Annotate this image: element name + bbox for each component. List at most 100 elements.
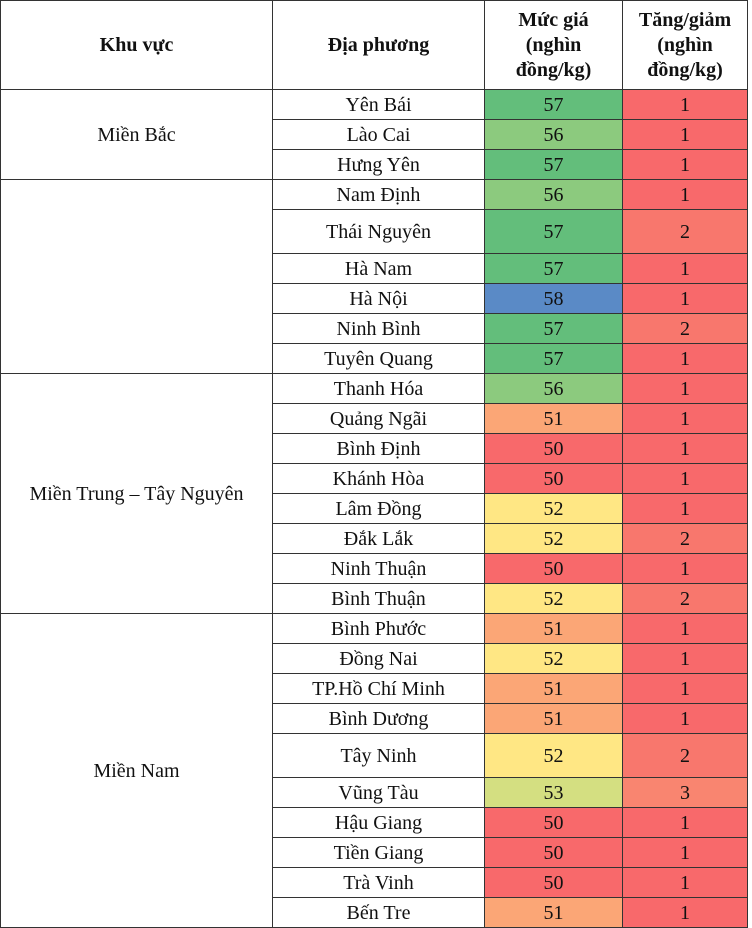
table-row: Đắk Lắk 52 2 [1, 523, 748, 554]
province-cell: Bình Phước [272, 613, 485, 644]
price-cell: 51 [484, 703, 623, 734]
header-cell: Tăng/giảm (nghìn đồng/kg) [622, 0, 748, 90]
province-cell: Nam Định [272, 179, 485, 210]
province-cell: Quảng Ngãi [272, 403, 485, 434]
change-cell: 1 [622, 343, 748, 374]
change-cell: 1 [622, 643, 748, 674]
price-cell: 57 [484, 343, 623, 374]
change-cell: 1 [622, 119, 748, 150]
province-cell: Vũng Tàu [272, 777, 485, 808]
province-cell: Bến Tre [272, 897, 485, 928]
price-cell: 50 [484, 837, 623, 868]
table-row: Vũng Tàu 53 3 [1, 777, 748, 808]
province-cell: Tuyên Quang [272, 343, 485, 374]
price-cell: 57 [484, 149, 623, 180]
province-cell: Hưng Yên [272, 149, 485, 180]
province-cell: Lâm Đồng [272, 493, 485, 524]
table-row: Tuyên Quang 57 1 [1, 343, 748, 374]
change-cell: 1 [622, 807, 748, 838]
province-cell: Thanh Hóa [272, 373, 485, 404]
header-cell: Khu vực [0, 0, 273, 90]
change-cell: 1 [622, 613, 748, 644]
header-cell: Địa phương [272, 0, 485, 90]
price-cell: 52 [484, 643, 623, 674]
price-cell: 52 [484, 523, 623, 554]
price-cell: 51 [484, 897, 623, 928]
price-cell: 56 [484, 179, 623, 210]
change-cell: 2 [622, 733, 748, 778]
table-row: Tiền Giang 50 1 [1, 837, 748, 868]
change-cell: 1 [622, 433, 748, 464]
change-cell: 3 [622, 777, 748, 808]
table-row: Hà Nội 58 1 [1, 283, 748, 314]
region-cell [0, 179, 273, 374]
province-cell: Tây Ninh [272, 733, 485, 778]
table-row: Lào Cai 56 1 [1, 119, 748, 150]
change-cell: 1 [622, 493, 748, 524]
table-row: Hưng Yên 57 1 [1, 149, 748, 180]
region-cell: Miền Trung – Tây Nguyên [0, 373, 273, 614]
province-cell: Bình Định [272, 433, 485, 464]
price-cell: 50 [484, 807, 623, 838]
price-cell: 51 [484, 613, 623, 644]
table-body: Miền Bắc Yên Bái 57 1 Lào Cai 56 1 Hưng Yên 57 1 N… [0, 89, 748, 928]
table-row: Lâm Đồng 52 1 [1, 493, 748, 524]
province-cell: Đắk Lắk [272, 523, 485, 554]
header-cell: Mức giá (nghìn đồng/kg) [484, 0, 623, 90]
region-cell: Miền Bắc [0, 89, 273, 180]
table-row: Bình Dương 51 1 [1, 703, 748, 734]
change-cell: 1 [622, 553, 748, 584]
price-cell: 53 [484, 777, 623, 808]
table-row: Trà Vinh 50 1 [1, 867, 748, 898]
change-cell: 1 [622, 703, 748, 734]
table-header: Khu vực Địa phương Mức giá (nghìn đồng/k… [0, 0, 748, 90]
price-cell: 57 [484, 313, 623, 344]
price-cell: 52 [484, 493, 623, 524]
province-cell: Hà Nội [272, 283, 485, 314]
change-cell: 2 [622, 313, 748, 344]
province-cell: Hậu Giang [272, 807, 485, 838]
price-cell: 52 [484, 733, 623, 778]
change-cell: 2 [622, 523, 748, 554]
change-cell: 1 [622, 179, 748, 210]
change-cell: 1 [622, 463, 748, 494]
price-cell: 52 [484, 583, 623, 614]
table-row: Miền Bắc Yên Bái 57 1 [0, 89, 748, 180]
table-row: Miền Trung – Tây Nguyên Thanh Hóa 56 1 [0, 373, 748, 614]
price-cell: 50 [484, 867, 623, 898]
change-cell: 1 [622, 403, 748, 434]
price-cell: 58 [484, 283, 623, 314]
header-row: Khu vực Địa phương Mức giá (nghìn đồng/k… [0, 0, 748, 90]
province-cell: TP.Hồ Chí Minh [272, 673, 485, 704]
change-cell: 1 [622, 283, 748, 314]
price-cell: 50 [484, 463, 623, 494]
table-row: Hậu Giang 50 1 [1, 807, 748, 838]
price-cell: 57 [484, 209, 623, 254]
change-cell: 1 [622, 89, 748, 120]
change-cell: 1 [622, 373, 748, 404]
table-row: TP.Hồ Chí Minh 51 1 [1, 673, 748, 704]
price-cell: 56 [484, 373, 623, 404]
province-cell: Đồng Nai [272, 643, 485, 674]
province-cell: Bình Dương [272, 703, 485, 734]
table-row: Miền Nam Bình Phước 51 1 [0, 613, 748, 928]
table-row: Hà Nam 57 1 [1, 253, 748, 284]
price-cell: 57 [484, 89, 623, 120]
change-cell: 1 [622, 673, 748, 704]
region-cell: Miền Nam [0, 613, 273, 928]
province-cell: Lào Cai [272, 119, 485, 150]
province-cell: Hà Nam [272, 253, 485, 284]
change-cell: 1 [622, 149, 748, 180]
change-cell: 1 [622, 837, 748, 868]
price-cell: 50 [484, 433, 623, 464]
province-cell: Trà Vinh [272, 867, 485, 898]
change-cell: 2 [622, 209, 748, 254]
table-row: Nam Định 56 1 [0, 179, 748, 374]
table-row: Thái Nguyên 57 2 [1, 209, 748, 254]
change-cell: 1 [622, 867, 748, 898]
price-cell: 50 [484, 553, 623, 584]
province-cell: Bình Thuận [272, 583, 485, 614]
price-cell: 56 [484, 119, 623, 150]
